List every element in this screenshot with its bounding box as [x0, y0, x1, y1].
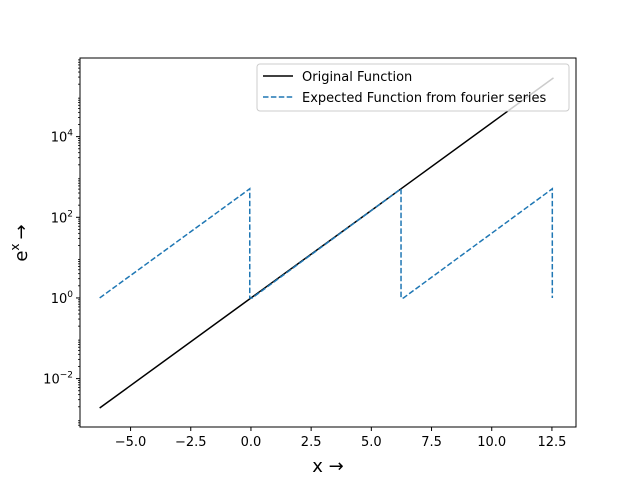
legend-box: [256, 63, 570, 112]
svg-text:ex→: ex →: [8, 224, 32, 261]
x-tick-label: 10.0: [477, 435, 506, 450]
y-axis-label-base: e: [11, 251, 32, 262]
x-tick-label: 2.5: [301, 435, 322, 450]
x-tick-label: 0.0: [241, 435, 262, 450]
series-line-fourier: [99, 187, 554, 299]
y-axis-label-exponent: x: [8, 243, 22, 250]
y-tick-label: 102: [51, 209, 73, 226]
legend: Original Function Expected Function from…: [256, 63, 570, 112]
y-axis: 10−2 100 102 104: [43, 59, 80, 426]
series-layer: [99, 77, 554, 409]
legend-label-original: Original Function: [302, 70, 412, 85]
y-tick-label: 10−2: [43, 371, 73, 388]
x-tick-label: −2.5: [175, 435, 207, 450]
legend-label-fourier: Expected Function from fourier series: [302, 91, 547, 106]
y-tick-label: 100: [51, 290, 74, 307]
x-tick-label: −5.0: [115, 435, 147, 450]
x-tick-label: 5.0: [361, 435, 382, 450]
x-axis-label: x →: [312, 456, 343, 477]
y-tick-label: 104: [51, 129, 74, 146]
y-axis-label: ex →: [8, 224, 32, 261]
plot-frame: [79, 57, 577, 428]
x-tick-label: 12.5: [537, 435, 566, 450]
x-axis: −5.0 −2.5 0.0 2.5 5.0 7.5 10.0 12.5: [115, 427, 566, 450]
x-tick-label: 7.5: [421, 435, 442, 450]
y-axis-label-arrow: →: [11, 224, 32, 239]
